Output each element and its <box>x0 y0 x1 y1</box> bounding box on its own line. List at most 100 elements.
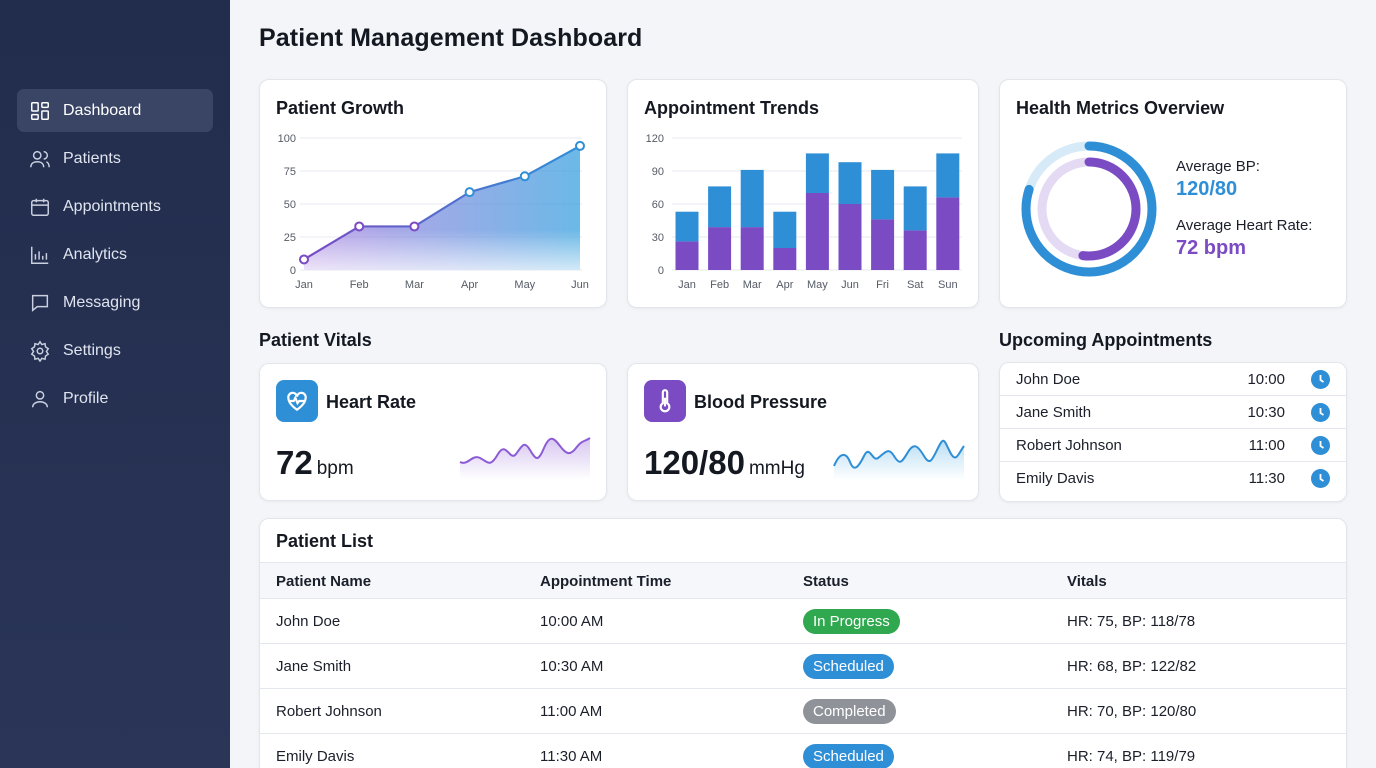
data-point <box>519 171 530 182</box>
appointment-name: Emily Davis <box>1016 470 1095 487</box>
data-point <box>409 221 420 232</box>
sidebar-item-dashboard[interactable]: Dashboard <box>17 89 213 132</box>
bar-segment <box>903 186 927 231</box>
growth-line <box>303 144 581 261</box>
appointment-time: 10:00 AM <box>540 613 604 630</box>
column-header-status[interactable]: Status <box>803 573 849 590</box>
status-badge: Scheduled <box>803 744 894 768</box>
y-tick-label: 25 <box>284 232 296 244</box>
sidebar-item-messaging[interactable]: Messaging <box>17 281 213 324</box>
table-row[interactable]: John Doe 10:00 AM In Progress HR: 75, BP… <box>260 599 1346 644</box>
table-row[interactable]: Jane Smith 10:30 AM Scheduled HR: 68, BP… <box>260 644 1346 689</box>
appointment-item[interactable]: Jane Smith 10:30 <box>1000 396 1346 429</box>
x-tick-label: Apr <box>776 279 793 291</box>
data-point <box>354 221 365 232</box>
blood-pressure-number: 120/80 <box>644 444 745 481</box>
sidebar-item-label: Dashboard <box>63 101 142 119</box>
appointment-time: 10:30 <box>1247 403 1285 421</box>
status-badge: Scheduled <box>803 654 894 679</box>
bar-segment <box>871 169 895 220</box>
column-header-name[interactable]: Patient Name <box>276 573 372 590</box>
gear-icon <box>30 340 50 362</box>
sidebar-item-label: Messaging <box>63 293 141 311</box>
sidebar-item-patients[interactable]: Patients <box>17 137 213 180</box>
x-tick-label: Feb <box>350 279 369 291</box>
appointment-name: Jane Smith <box>1016 403 1092 421</box>
status-badge: In Progress <box>803 609 900 634</box>
avg-hr-value: 72 bpm <box>1176 237 1247 259</box>
sidebar-item-label: Settings <box>63 341 121 359</box>
upcoming-appointments-title: Upcoming Appointments <box>999 330 1213 350</box>
y-tick-label: 60 <box>652 199 664 211</box>
appointment-item[interactable]: Robert Johnson 11:00 <box>1000 429 1346 462</box>
upcoming-appointments-card: John Doe 10:00 Jane Smith 10:30 Robert J… <box>999 362 1347 502</box>
calendar-icon <box>31 198 49 216</box>
patient-name: Robert Johnson <box>276 703 382 720</box>
sidebar-item-settings[interactable]: Settings <box>17 329 213 372</box>
table-header: Patient Name Appointment Time Status Vit… <box>260 562 1346 599</box>
y-tick-label: 30 <box>652 232 664 244</box>
appointment-name: Robert Johnson <box>1016 436 1122 454</box>
avg-bp-label: Average BP: <box>1176 158 1260 175</box>
blood-pressure-unit: mmHg <box>748 458 805 479</box>
y-tick-label: 90 <box>652 166 664 178</box>
main-content: Patient Management Dashboard Patient Gro… <box>230 0 1376 768</box>
thermometer-icon <box>644 380 686 422</box>
bar-segment <box>936 153 960 198</box>
appointment-item[interactable]: John Doe 10:00 <box>1000 363 1346 396</box>
sidebar-item-analytics[interactable]: Analytics <box>17 233 213 276</box>
blood-pressure-value: 120/80 mmHg <box>644 444 805 482</box>
clock-icon <box>1311 435 1330 455</box>
health-metrics-ring <box>1021 141 1157 277</box>
table-row[interactable]: Emily Davis 11:30 AM Scheduled HR: 74, B… <box>260 734 1346 768</box>
x-tick-label: Mar <box>405 279 424 291</box>
patient-growth-chart: 0 25 50 75 100 Jan Feb Mar Apr May Jun <box>278 133 589 291</box>
growth-fade <box>304 230 580 270</box>
appointment-trends-card: Appointment Trends 0 30 60 90 120 Jan Feb Mar Ap… <box>627 79 979 308</box>
appointment-time: 11:30 AM <box>540 748 603 765</box>
data-point <box>299 254 309 265</box>
column-header-time[interactable]: Appointment Time <box>540 573 672 590</box>
bar-segment <box>740 227 764 270</box>
status-badge: Completed <box>803 699 896 724</box>
avg-hr-label: Average Heart Rate: <box>1176 217 1313 234</box>
x-tick-label: Jan <box>678 279 696 291</box>
appointment-item[interactable]: Emily Davis 11:30 <box>1000 462 1346 495</box>
bar-segment <box>838 204 862 270</box>
patient-name: Jane Smith <box>276 658 352 675</box>
bar-segment <box>675 211 699 242</box>
x-tick-label: May <box>514 279 535 291</box>
x-tick-label: Feb <box>710 279 729 291</box>
column-header-vitals[interactable]: Vitals <box>1067 573 1107 590</box>
y-tick-label: 0 <box>658 265 664 277</box>
patient-growth-card: Patient Growth 0 25 50 75 100 Jan Feb Mar Apr May… <box>259 79 607 308</box>
heart-rate-label: Heart Rate <box>326 392 417 412</box>
sidebar-item-appointments[interactable]: Appointments <box>17 185 213 228</box>
y-tick-label: 100 <box>278 133 296 145</box>
appointment-trends-chart: 0 30 60 90 120 Jan Feb Mar Apr May Jun Fri Sat Sun <box>646 133 962 291</box>
clock-icon <box>1311 369 1330 389</box>
patient-vitals: HR: 68, BP: 122/82 <box>1067 658 1197 675</box>
heart-rate-sparkline <box>459 437 591 480</box>
bar-segment <box>805 153 829 193</box>
avg-bp-value: 120/80 <box>1176 178 1238 200</box>
patient-vitals-title: Patient Vitals <box>259 330 372 350</box>
y-tick-label: 75 <box>284 166 296 178</box>
y-tick-label: 120 <box>646 133 664 145</box>
heart-rate-card: Heart Rate 72 bpm <box>259 363 607 501</box>
sidebar-item-profile[interactable]: Profile <box>17 377 213 420</box>
table-row[interactable]: Robert Johnson 11:00 AM Completed HR: 70… <box>260 689 1346 734</box>
sidebar-item-label: Profile <box>63 389 109 407</box>
bar-segment <box>675 241 699 270</box>
blood-pressure-card: Blood Pressure 120/80 mmHg <box>627 363 979 501</box>
sidebar-item-label: Analytics <box>63 245 128 263</box>
card-title: Patient Growth <box>276 98 405 118</box>
clock-icon <box>1311 402 1330 422</box>
bar-segment <box>805 193 829 270</box>
heart-pulse-icon <box>276 380 318 422</box>
appointment-time: 11:30 <box>1248 470 1285 487</box>
appointment-time: 11:00 AM <box>540 703 603 720</box>
card-title: Patient List <box>276 531 374 551</box>
x-tick-label: May <box>807 279 828 291</box>
page-title: Patient Management Dashboard <box>259 24 643 52</box>
